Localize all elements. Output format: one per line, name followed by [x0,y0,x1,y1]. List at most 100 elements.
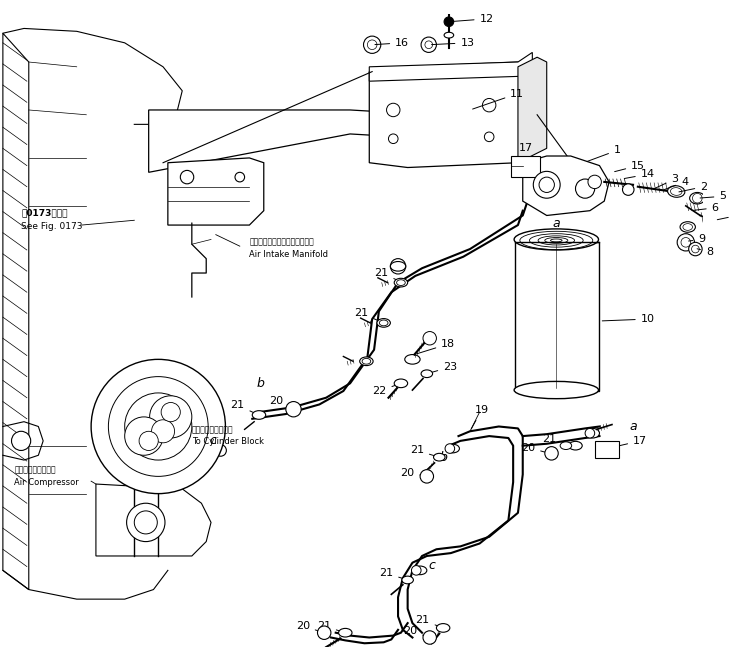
Circle shape [286,401,301,417]
Circle shape [134,511,158,534]
Text: c: c [210,434,216,447]
Bar [594,441,619,458]
Text: 20: 20 [295,621,322,632]
Circle shape [585,428,594,438]
Circle shape [485,132,494,142]
Polygon shape [3,33,29,589]
Ellipse shape [394,279,408,287]
Ellipse shape [671,187,682,195]
Circle shape [150,396,192,438]
Ellipse shape [405,354,420,364]
Ellipse shape [680,222,696,232]
Text: 17: 17 [610,436,647,448]
Text: a: a [629,420,637,433]
Text: 21: 21 [230,401,257,414]
Polygon shape [168,158,264,225]
Circle shape [691,246,699,253]
Ellipse shape [446,444,460,453]
Ellipse shape [690,193,705,204]
Circle shape [545,447,559,460]
Text: c: c [428,559,435,572]
Text: To Cylinder Block: To Cylinder Block [192,437,264,446]
Ellipse shape [360,357,373,366]
Polygon shape [518,57,547,163]
Text: 21: 21 [416,615,441,627]
Polygon shape [369,62,537,168]
Text: 18: 18 [417,339,455,354]
Polygon shape [149,110,432,172]
Ellipse shape [252,411,265,419]
Text: 11: 11 [473,88,524,109]
Ellipse shape [402,576,413,584]
Text: 20: 20 [269,395,293,408]
Circle shape [91,359,226,494]
Ellipse shape [433,453,445,461]
Circle shape [421,37,436,52]
Circle shape [681,238,690,247]
Circle shape [388,134,398,143]
Text: 16: 16 [375,38,409,48]
Ellipse shape [377,319,391,327]
Text: See Fig. 0173: See Fig. 0173 [21,222,83,231]
Ellipse shape [339,628,352,637]
Ellipse shape [397,280,405,286]
Text: 23: 23 [430,362,457,373]
Circle shape [364,36,380,53]
Text: 21: 21 [379,568,405,579]
Ellipse shape [394,379,408,387]
Circle shape [575,179,594,198]
Text: 3: 3 [655,174,679,188]
Circle shape [534,172,560,198]
Text: 5: 5 [700,191,726,201]
Circle shape [677,234,694,251]
Text: 20: 20 [521,443,547,453]
Circle shape [425,41,432,49]
Circle shape [108,377,208,477]
Polygon shape [369,52,532,81]
Text: 4: 4 [664,177,688,189]
Ellipse shape [560,442,572,449]
Circle shape [539,177,554,193]
Ellipse shape [668,185,685,197]
Circle shape [215,445,226,456]
Circle shape [391,259,406,274]
Ellipse shape [391,261,406,271]
Text: 10: 10 [603,314,655,324]
Circle shape [125,417,163,455]
Circle shape [423,631,436,644]
Circle shape [444,17,454,26]
Bar [515,242,600,391]
Circle shape [199,428,214,444]
Text: 21: 21 [410,446,437,456]
Polygon shape [523,156,609,215]
Circle shape [235,172,245,182]
Circle shape [317,626,331,640]
Circle shape [161,403,180,422]
Text: 21: 21 [375,268,400,281]
Circle shape [689,242,702,256]
Text: 21: 21 [354,308,381,322]
Text: 12: 12 [452,14,494,24]
Circle shape [693,193,702,203]
Text: 17: 17 [518,143,533,163]
Circle shape [386,103,400,117]
Text: 14: 14 [625,169,655,180]
Text: 9: 9 [688,234,705,244]
Ellipse shape [421,370,432,378]
Ellipse shape [683,224,693,230]
Ellipse shape [413,566,427,575]
Ellipse shape [362,358,371,364]
Text: 13: 13 [432,38,474,48]
Circle shape [588,175,601,189]
Text: b: b [439,451,447,464]
Circle shape [411,566,421,575]
Ellipse shape [380,320,388,326]
Text: 15: 15 [615,160,645,172]
Text: b: b [257,377,265,390]
Bar [511,156,540,177]
Circle shape [125,393,192,460]
Circle shape [152,420,174,443]
Ellipse shape [436,624,450,632]
Text: 21: 21 [542,434,568,445]
Text: 1: 1 [573,145,621,166]
